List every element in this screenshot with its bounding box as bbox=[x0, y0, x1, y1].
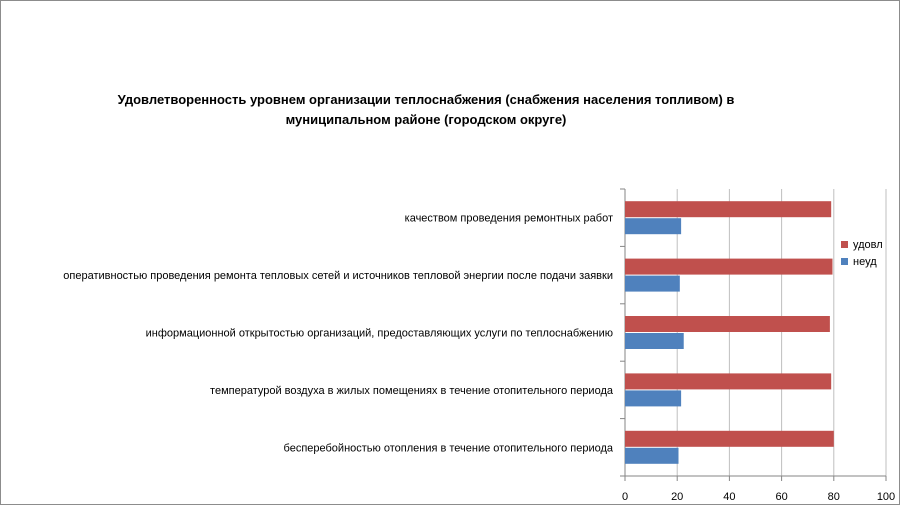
chart-title-line-2: муниципальном районе (городском округе) bbox=[285, 112, 567, 127]
category-label-0: качеством проведения ремонтных работ bbox=[405, 213, 613, 225]
bar-neud-1 bbox=[625, 275, 680, 292]
bar-udovl-1 bbox=[625, 258, 833, 275]
category-label-4: бесперебойностью отопления в течение ото… bbox=[284, 442, 614, 454]
x-tick-label-3: 60 bbox=[775, 491, 787, 503]
bar-neud-3 bbox=[625, 390, 682, 407]
chart-title: Удовлетворенность уровнем организации те… bbox=[61, 90, 791, 130]
x-tick-label-5: 100 bbox=[877, 491, 895, 503]
legend-swatch-0 bbox=[841, 241, 848, 248]
chart-title-line-1: Удовлетворенность уровнем организации те… bbox=[117, 92, 735, 107]
legend-label-0: удовл bbox=[853, 239, 883, 251]
bar-udovl-2 bbox=[625, 316, 830, 332]
bar-udovl-0 bbox=[625, 201, 832, 218]
bar-neud-0 bbox=[625, 218, 682, 235]
bar-neud-4 bbox=[625, 447, 679, 464]
legend-swatch-1 bbox=[841, 258, 848, 265]
x-tick-label-4: 80 bbox=[828, 491, 840, 503]
x-tick-label-1: 20 bbox=[671, 491, 683, 503]
x-tick-label-0: 0 bbox=[622, 491, 628, 503]
category-label-1: оперативностью проведения ремонта теплов… bbox=[63, 270, 613, 282]
bar-neud-2 bbox=[625, 333, 684, 349]
x-tick-label-2: 40 bbox=[723, 491, 735, 503]
bar-udovl-4 bbox=[625, 430, 834, 447]
legend-label-1: неуд bbox=[853, 256, 877, 268]
bar-udovl-3 bbox=[625, 373, 832, 390]
category-label-2: информационной открытостью организаций, … bbox=[146, 328, 613, 340]
category-label-3: температурой воздуха в жилых помещениях … bbox=[210, 385, 614, 397]
